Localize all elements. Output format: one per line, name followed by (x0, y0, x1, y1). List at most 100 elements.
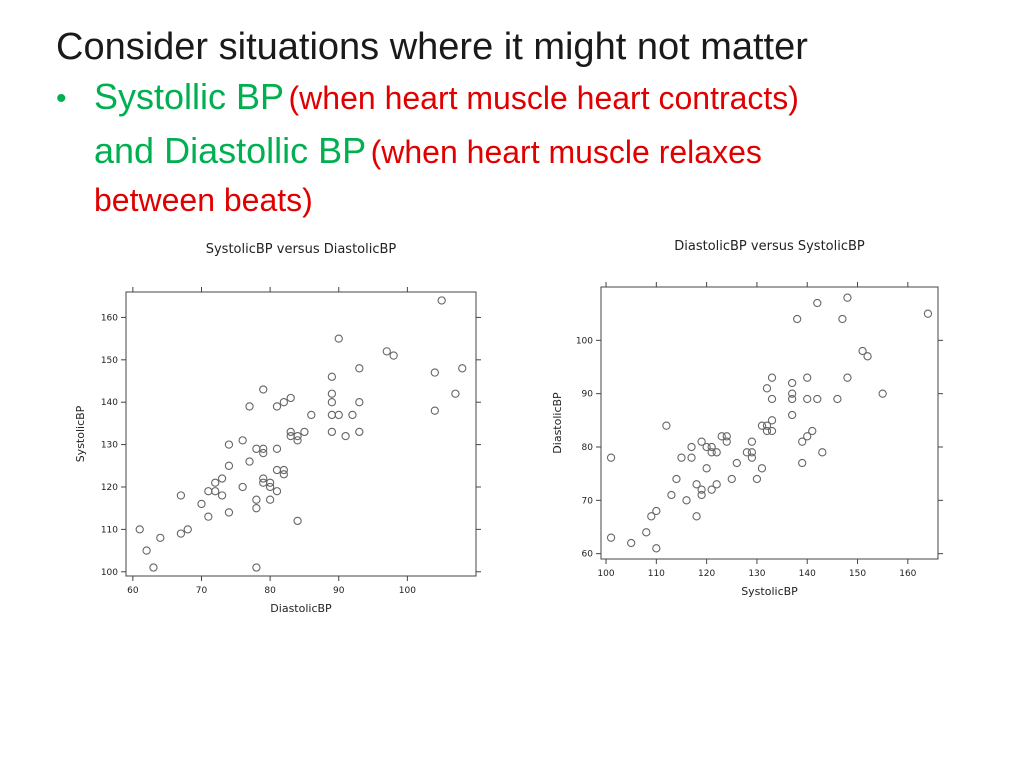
data-point (647, 512, 656, 521)
data-point (135, 525, 144, 534)
data-point (238, 436, 247, 445)
data-point (334, 410, 343, 420)
data-point (293, 431, 302, 441)
data-point (606, 533, 616, 542)
data-point (279, 465, 288, 475)
data-point (863, 352, 872, 361)
data-point (327, 427, 337, 437)
data-point (272, 465, 282, 475)
data-point (430, 406, 439, 415)
data-point (798, 458, 807, 468)
data-point (279, 470, 288, 479)
y-tick-label: 80 (582, 443, 594, 453)
data-point (722, 432, 731, 441)
y-tick-label: 100 (576, 336, 593, 346)
data-point (767, 416, 777, 425)
data-point (808, 426, 817, 436)
x-tick-label: 120 (698, 569, 715, 579)
data-point (652, 544, 661, 553)
x-tick-label: 70 (196, 586, 208, 596)
data-point (762, 421, 772, 430)
data-point (300, 427, 309, 437)
chart-title: DiastolicBP versus SystolicBP (674, 239, 865, 254)
data-point (183, 525, 192, 534)
data-point (667, 490, 676, 500)
data-point (245, 402, 254, 411)
data-point (787, 410, 797, 420)
x-tick-label: 160 (899, 569, 916, 579)
data-point (252, 495, 261, 504)
data-point (293, 436, 302, 445)
systolic-term: Systollic BP (94, 76, 285, 117)
data-point (747, 437, 757, 446)
data-point (767, 394, 777, 404)
data-point (858, 346, 867, 356)
data-point (211, 487, 220, 496)
diastolic-description-cont: between beats) (94, 182, 313, 218)
y-axis-label: SystolicBP (74, 405, 87, 462)
x-tick-label: 80 (264, 586, 276, 596)
data-point (224, 461, 234, 470)
data-point (702, 464, 711, 473)
data-point (752, 474, 762, 484)
data-point (156, 533, 165, 543)
x-tick-label: 100 (597, 569, 614, 579)
data-point (767, 373, 777, 382)
data-point (707, 448, 716, 457)
x-tick-label: 90 (333, 586, 345, 596)
data-point (697, 437, 706, 446)
data-point (217, 491, 227, 500)
bullet-symbol: • (56, 82, 67, 115)
data-point (662, 421, 671, 430)
data-point (757, 464, 767, 473)
x-tick-label: 100 (399, 586, 416, 596)
data-point (259, 444, 268, 453)
data-point (697, 485, 706, 494)
x-axis-label: DiastolicBP (270, 602, 332, 615)
data-point (702, 442, 711, 452)
data-point (355, 427, 364, 437)
data-point (757, 421, 767, 430)
data-point (382, 347, 391, 356)
data-point (176, 529, 186, 538)
data-point (652, 506, 661, 516)
data-point (348, 410, 357, 420)
data-point (923, 309, 933, 318)
plot-frame (600, 286, 939, 560)
data-point (437, 296, 446, 305)
slide-title: Consider situations where it might not m… (56, 26, 808, 68)
data-point (727, 474, 736, 484)
plot-frame (125, 291, 477, 577)
data-point (259, 448, 268, 458)
data-point (732, 458, 741, 468)
data-point (355, 364, 364, 373)
data-point (238, 482, 247, 492)
data-point (787, 389, 797, 398)
data-point (692, 480, 701, 489)
data-point (787, 394, 797, 404)
data-point (712, 480, 721, 489)
data-point (707, 485, 716, 494)
data-point (245, 457, 254, 466)
data-point (843, 373, 852, 382)
data-point (272, 402, 282, 411)
bullet-line-2: and Diastollic BP (when heart muscle rel… (94, 130, 762, 172)
data-point (259, 478, 268, 487)
x-tick-label: 140 (799, 569, 816, 579)
data-point (833, 394, 842, 404)
data-point (197, 499, 206, 509)
data-point (451, 389, 460, 398)
data-point (803, 394, 812, 404)
data-point (334, 334, 343, 343)
data-point (767, 426, 777, 436)
data-point (142, 546, 151, 555)
data-point (712, 448, 721, 457)
data-point (265, 482, 275, 492)
data-point (265, 495, 275, 504)
y-tick-label: 140 (101, 398, 118, 408)
data-point (149, 563, 158, 572)
data-point (224, 508, 234, 517)
data-point (327, 398, 337, 407)
data-point (327, 372, 337, 381)
